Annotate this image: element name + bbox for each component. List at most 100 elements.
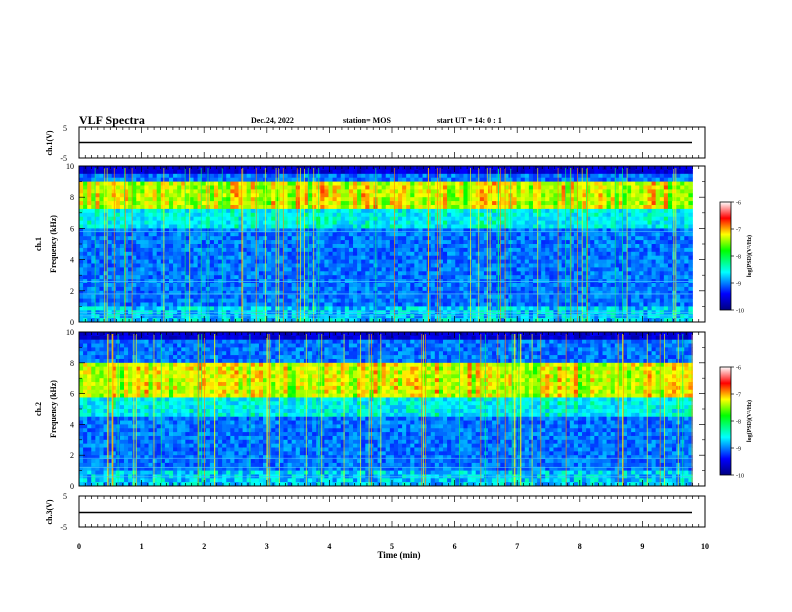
spectrogram-cell [279, 220, 284, 225]
spectrogram-cell [160, 212, 166, 218]
spectrogram-cell [95, 185, 100, 190]
spectrogram-cell [156, 255, 162, 260]
spectrogram-cell [140, 275, 145, 280]
spectrogram-cell [308, 263, 313, 268]
spectrogram-cell [160, 298, 166, 303]
spectrogram-cell [132, 290, 137, 296]
spectrogram-cell [471, 251, 477, 257]
spectrogram-cell [500, 318, 505, 323]
spectrogram-cell [312, 255, 317, 260]
spectrogram-cell [459, 208, 464, 214]
spectrogram-cell [520, 181, 526, 186]
spectrogram-cell [344, 220, 350, 225]
spectrogram-cell [177, 189, 182, 194]
spectrogram-cell [218, 298, 223, 303]
spectrogram-cell [173, 318, 178, 323]
spectrogram-cell [164, 181, 170, 186]
spectrogram-cell [532, 216, 538, 221]
spectrogram-cell [516, 216, 522, 221]
spectrogram-cell [218, 197, 223, 202]
spectrogram-cell [283, 306, 288, 311]
spectrogram-cell [95, 224, 100, 229]
spectrogram-cell [528, 247, 534, 253]
spectrogram-cell [275, 169, 280, 175]
spectrogram-cell [516, 271, 522, 276]
spectrogram-cell [173, 169, 178, 175]
spectrogram-cell [267, 290, 272, 296]
spectrogram-cell [287, 318, 293, 323]
spectrogram-cell [340, 247, 346, 253]
spectrogram-cell [283, 314, 288, 319]
spectrogram-cell [414, 169, 419, 175]
spectrogram-cell [492, 181, 497, 186]
spectrogram-cell [254, 208, 260, 214]
spectrogram-cell [561, 275, 567, 280]
spectrogram-cell [512, 224, 518, 229]
spectrogram-cell [123, 247, 129, 253]
spectrogram-cell [532, 263, 538, 268]
spectrogram-cell [254, 197, 260, 202]
spectrogram-cell [398, 232, 403, 237]
spectrogram-cell [434, 177, 440, 182]
spectrogram-cell [357, 286, 362, 292]
spectrogram-cell [132, 220, 137, 225]
spectrogram-cell [299, 240, 305, 245]
spectrogram-cell [406, 228, 411, 233]
spectrogram-cell [242, 259, 248, 264]
spectrogram-cell [132, 255, 137, 260]
ch1-ytick-top: 5 [63, 124, 67, 133]
spectrogram-cell [361, 318, 366, 323]
spectrogram-cell [128, 298, 133, 303]
spectrogram-cell [152, 189, 158, 194]
spectrogram-cell [471, 212, 477, 218]
spectrogram-cell [389, 220, 395, 225]
spectrogram-cell [447, 294, 452, 299]
spectrogram-cell [512, 255, 518, 260]
spectrogram-cell [140, 236, 145, 241]
spectrogram-cell [128, 251, 133, 257]
spectrogram-cell [238, 294, 243, 299]
spectrogram-cell [156, 298, 162, 303]
spectrogram-cell [164, 212, 170, 218]
spectrogram-cell [357, 318, 362, 323]
spectrogram-cell [512, 197, 518, 202]
spectrogram-cell [348, 240, 354, 245]
spectrogram-cell [79, 169, 84, 175]
spectrogram-cell [222, 318, 227, 323]
spectrogram-cell [123, 173, 129, 179]
spectrogram-cell [299, 169, 305, 175]
spectrogram-cell [234, 306, 239, 311]
spectrogram-cell [295, 173, 301, 179]
spectrogram-cell [218, 314, 223, 319]
spectrogram-cell [479, 286, 485, 292]
spectrogram-cell [254, 302, 260, 307]
spectrogram-cell [561, 314, 567, 319]
spectrogram-cell [238, 232, 243, 237]
spectrogram-cell [213, 318, 219, 323]
spectrogram-cell [148, 193, 154, 198]
spectrogram-cell [430, 193, 436, 198]
spectrogram-cell [303, 220, 309, 225]
spectrogram-cell [320, 263, 325, 268]
spectrogram-cell [209, 189, 215, 194]
spectrogram-cell [524, 216, 530, 221]
spectrogram-cell [520, 275, 526, 280]
spectrogram-cell [361, 251, 366, 257]
spectrogram-cell [303, 169, 309, 175]
spectrogram-cell [438, 286, 444, 292]
spectrogram-cell [365, 205, 370, 210]
spectrogram-cell [479, 232, 485, 237]
spectrogram-cell [353, 275, 358, 280]
spectrogram-cell [557, 271, 563, 276]
spectrogram-cell [524, 271, 530, 276]
spectrogram-cell [283, 189, 288, 194]
spectrogram-cell [238, 290, 243, 296]
spectrogram-cell [177, 294, 182, 299]
spectrogram-cell [283, 259, 288, 264]
spectrogram-cell [516, 240, 522, 245]
spectrogram-cell [537, 220, 542, 225]
spectrogram-cell [197, 185, 203, 190]
spectrogram-cell [377, 201, 383, 206]
spectrogram-cell [402, 177, 407, 182]
spectrogram-cell [238, 197, 243, 202]
